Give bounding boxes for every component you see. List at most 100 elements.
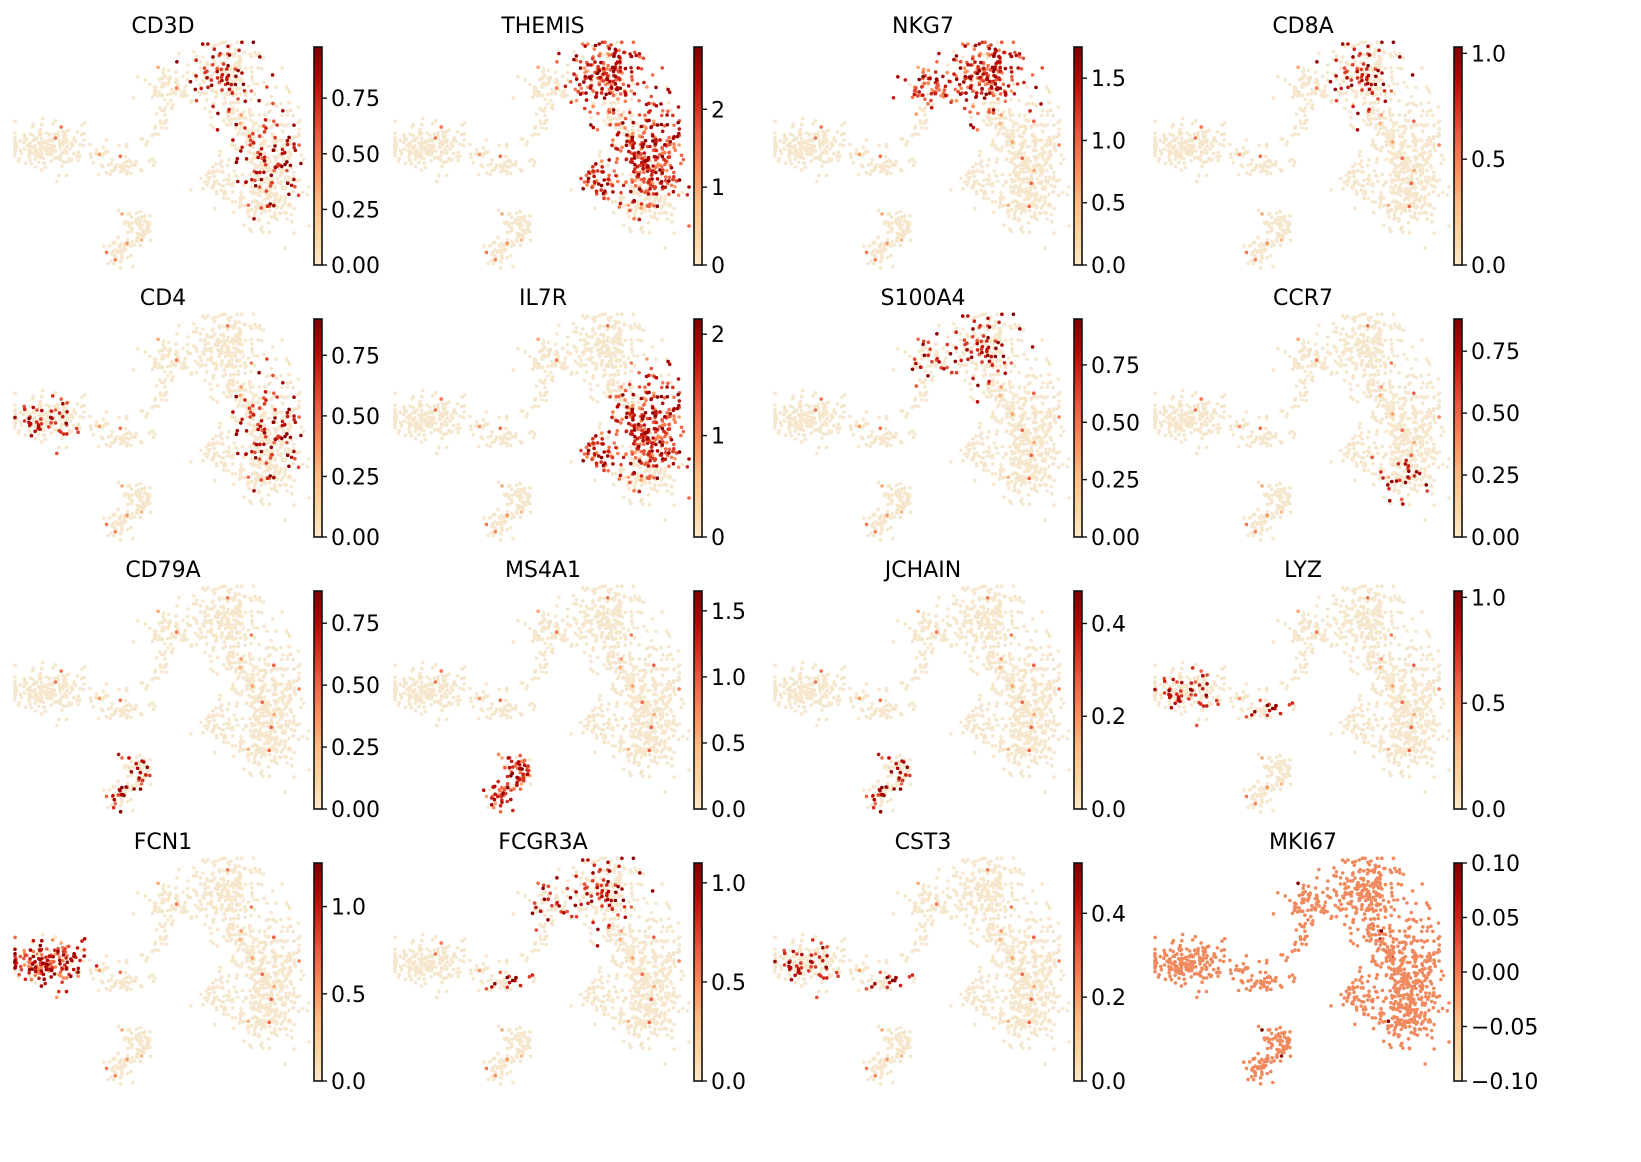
cell-point [1010,160,1015,164]
cell-point [262,129,267,134]
cell-point [623,116,628,121]
cell-point [1067,185,1071,189]
cell-point [613,116,618,121]
cell-point [411,133,416,138]
cell-point [1048,163,1053,168]
cell-point [1207,156,1211,161]
cell-point [177,88,181,92]
cell-point [1362,53,1366,57]
cell-point [82,131,87,136]
cell-point [1059,153,1064,158]
cell-point [238,121,242,125]
cell-point [1001,110,1006,114]
cell-point [1361,184,1366,188]
cell-point [39,168,44,172]
cell-point [454,154,459,159]
cell-point [876,235,880,240]
cell-point [601,170,605,174]
cell-point [271,101,275,106]
cell-point [16,159,21,163]
cell-point [1039,102,1043,106]
cell-point [297,133,302,138]
cell-point [1011,40,1016,45]
cell-point [1346,179,1350,184]
cell-point [1376,108,1380,113]
cell-point [123,222,127,226]
cell-point [1386,84,1391,88]
cell-point [50,122,55,126]
cell-point [592,47,597,51]
cell-point [543,113,547,118]
cell-point [420,122,424,127]
cell-point [533,132,537,136]
cell-point [489,162,494,166]
cell-point [1284,229,1288,233]
cell-point [873,240,877,245]
cell-point [1436,193,1441,198]
cell-point [1303,97,1307,101]
cell-point [113,240,117,245]
cell-point [438,154,443,158]
cell-point [997,76,1001,80]
cell-point [773,153,777,158]
cell-point [297,119,302,123]
cell-point [419,150,424,154]
cell-point [200,55,205,59]
cell-point [677,178,682,182]
cell-point [815,179,819,184]
cell-point [838,142,842,147]
cell-point [538,106,542,111]
cell-point [231,210,236,215]
cell-point [234,87,239,91]
cell-point [937,51,941,56]
cell-point [252,151,257,155]
cell-point [1260,212,1264,216]
cell-point [593,60,597,64]
cell-point [828,147,832,151]
cell-point [989,182,994,187]
cell-point [813,149,818,153]
cell-point [1022,129,1027,134]
cell-point [1342,106,1347,111]
cell-point [1405,85,1409,89]
cell-point [1159,151,1164,156]
cell-point [779,151,784,156]
cell-point [128,159,133,164]
cell-point [1381,110,1386,114]
cell-point [169,105,174,110]
cell-point [134,211,139,216]
cell-point [864,137,869,142]
cell-point [578,92,583,96]
cell-point [1204,140,1208,144]
cell-point [572,72,576,76]
cell-point [422,161,427,165]
cell-point [1360,40,1365,45]
cell-point [630,128,634,132]
cell-point [264,189,269,193]
cell-point [636,201,640,206]
cell-point [268,194,273,199]
cell-point [81,143,86,148]
cell-point [918,106,922,111]
cell-point [1260,166,1264,171]
cell-point [585,183,589,187]
cell-point [91,160,95,165]
cell-point [37,160,41,165]
cell-point [592,180,597,185]
cell-point [667,192,671,197]
cell-point [110,158,114,162]
cell-point [1372,169,1377,173]
cell-point [659,122,664,127]
cell-point [1204,173,1209,178]
cell-point [275,123,279,127]
cell-point [487,244,492,248]
cell-point [905,139,910,144]
cell-point [1212,138,1216,143]
cell-point [241,82,246,87]
cell-point [155,94,160,98]
cell-point [550,87,554,92]
cell-point [1321,74,1325,79]
cell-point [1428,203,1432,207]
cell-point [641,56,646,61]
cell-point [964,173,969,178]
